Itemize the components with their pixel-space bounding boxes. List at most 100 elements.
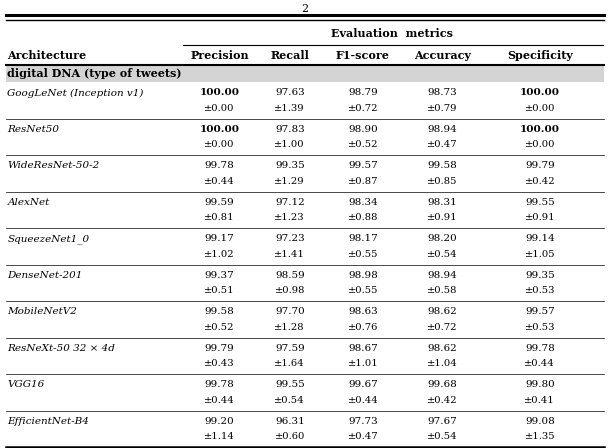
Text: 100.00: 100.00 (520, 88, 560, 98)
Text: ±0.52: ±0.52 (204, 323, 235, 332)
Text: ±1.01: ±1.01 (348, 359, 378, 368)
Text: 99.37: 99.37 (205, 271, 234, 280)
Text: 100.00: 100.00 (520, 125, 560, 134)
Text: ±0.43: ±0.43 (204, 359, 235, 368)
Text: 98.63: 98.63 (348, 307, 378, 316)
Text: 98.20: 98.20 (428, 234, 457, 243)
Text: Accuracy: Accuracy (414, 49, 471, 60)
Text: 97.83: 97.83 (275, 125, 304, 134)
Text: ±1.35: ±1.35 (525, 432, 555, 441)
Text: ±0.76: ±0.76 (348, 323, 378, 332)
Text: ±1.64: ±1.64 (274, 359, 305, 368)
Text: 100.00: 100.00 (199, 88, 240, 98)
Text: ±0.00: ±0.00 (525, 104, 555, 113)
Text: SqueezeNet1_0: SqueezeNet1_0 (7, 234, 90, 244)
Text: 99.35: 99.35 (275, 161, 304, 170)
Text: 96.31: 96.31 (275, 417, 304, 426)
Text: GoogLeNet (Inception v1): GoogLeNet (Inception v1) (7, 88, 144, 98)
Text: 97.59: 97.59 (275, 344, 304, 353)
Text: ±1.29: ±1.29 (274, 177, 305, 186)
Text: 97.67: 97.67 (428, 417, 457, 426)
Text: 98.62: 98.62 (428, 344, 457, 353)
Text: WideResNet-50-2: WideResNet-50-2 (7, 161, 99, 170)
Text: 99.57: 99.57 (348, 161, 378, 170)
Text: VGG16: VGG16 (7, 380, 45, 389)
Text: ±0.85: ±0.85 (427, 177, 458, 186)
Text: 99.57: 99.57 (525, 307, 554, 316)
Text: 99.14: 99.14 (525, 234, 554, 243)
Text: 98.79: 98.79 (348, 88, 378, 98)
Bar (6, 65, 604, 82)
Text: 99.78: 99.78 (205, 161, 234, 170)
Text: 99.67: 99.67 (348, 380, 378, 389)
Text: ±1.14: ±1.14 (204, 432, 235, 441)
Text: ±1.05: ±1.05 (525, 250, 555, 259)
Text: ±0.53: ±0.53 (525, 286, 555, 295)
Text: 99.79: 99.79 (205, 344, 234, 353)
Text: ±1.28: ±1.28 (274, 323, 305, 332)
Text: ±0.00: ±0.00 (525, 140, 555, 149)
Text: 100.00: 100.00 (199, 125, 240, 134)
Text: 99.58: 99.58 (428, 161, 457, 170)
Text: 99.79: 99.79 (525, 161, 554, 170)
Text: 97.12: 97.12 (275, 198, 304, 207)
Text: Evaluation  metrics: Evaluation metrics (331, 28, 453, 39)
Text: ±0.00: ±0.00 (204, 104, 235, 113)
Text: ±0.98: ±0.98 (274, 286, 305, 295)
Text: ResNet50: ResNet50 (7, 125, 59, 134)
Text: 99.68: 99.68 (428, 380, 457, 389)
Text: ±1.41: ±1.41 (274, 250, 305, 259)
Text: ±0.55: ±0.55 (348, 286, 378, 295)
Text: ±0.81: ±0.81 (204, 213, 235, 222)
Text: 97.70: 97.70 (275, 307, 304, 316)
Text: ±0.91: ±0.91 (525, 213, 555, 222)
Text: 97.63: 97.63 (275, 88, 304, 98)
Text: ±0.42: ±0.42 (525, 177, 555, 186)
Text: 98.34: 98.34 (348, 198, 378, 207)
Text: 98.17: 98.17 (348, 234, 378, 243)
Text: Precision: Precision (190, 49, 249, 60)
Text: ±0.51: ±0.51 (204, 286, 235, 295)
Text: 2: 2 (301, 4, 309, 14)
Text: 99.17: 99.17 (205, 234, 234, 243)
Text: ±0.88: ±0.88 (348, 213, 378, 222)
Text: ±0.00: ±0.00 (204, 140, 235, 149)
Text: 98.73: 98.73 (428, 88, 457, 98)
Text: ±0.41: ±0.41 (525, 396, 555, 405)
Text: Recall: Recall (270, 49, 309, 60)
Text: ±0.42: ±0.42 (427, 396, 458, 405)
Text: ±0.72: ±0.72 (427, 323, 458, 332)
Text: ±1.02: ±1.02 (204, 250, 235, 259)
Text: 98.90: 98.90 (348, 125, 378, 134)
Text: 97.73: 97.73 (348, 417, 378, 426)
Text: ±0.44: ±0.44 (348, 396, 378, 405)
Text: digital DNA (type of tweets): digital DNA (type of tweets) (7, 68, 182, 79)
Text: AlexNet: AlexNet (7, 198, 49, 207)
Text: ±0.47: ±0.47 (427, 140, 458, 149)
Text: ±1.39: ±1.39 (274, 104, 305, 113)
Text: 99.55: 99.55 (275, 380, 304, 389)
Text: 99.58: 99.58 (205, 307, 234, 316)
Text: ±0.54: ±0.54 (274, 396, 305, 405)
Text: 99.78: 99.78 (205, 380, 234, 389)
Text: 99.59: 99.59 (205, 198, 234, 207)
Text: ±0.91: ±0.91 (427, 213, 458, 222)
Text: 98.98: 98.98 (348, 271, 378, 280)
Text: 98.94: 98.94 (428, 125, 457, 134)
Text: ±0.79: ±0.79 (427, 104, 458, 113)
Text: 99.55: 99.55 (525, 198, 554, 207)
Text: 98.94: 98.94 (428, 271, 457, 280)
Text: ±0.44: ±0.44 (204, 177, 235, 186)
Text: 99.78: 99.78 (525, 344, 554, 353)
Text: ±0.72: ±0.72 (348, 104, 378, 113)
Text: ±0.54: ±0.54 (427, 432, 458, 441)
Text: ±0.53: ±0.53 (525, 323, 555, 332)
Text: ±0.47: ±0.47 (348, 432, 378, 441)
Text: 97.23: 97.23 (275, 234, 304, 243)
Text: 99.35: 99.35 (525, 271, 554, 280)
Text: 98.62: 98.62 (428, 307, 457, 316)
Text: 99.08: 99.08 (525, 417, 554, 426)
Text: EfficientNet-B4: EfficientNet-B4 (7, 417, 89, 426)
Text: ±0.87: ±0.87 (348, 177, 378, 186)
Text: ±0.54: ±0.54 (427, 250, 458, 259)
